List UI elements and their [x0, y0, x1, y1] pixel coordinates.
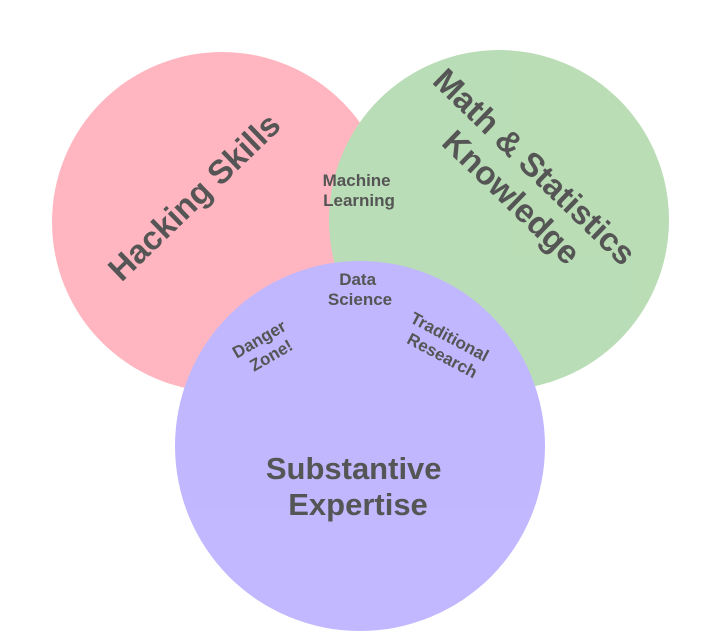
data-science-label-line1: Data — [339, 270, 376, 289]
substantive-expertise-circle — [175, 261, 545, 631]
substantive-expertise-label: Substantive Expertise — [266, 451, 450, 522]
machine-learning-label-line1: Machine — [323, 171, 391, 190]
machine-learning-label-line2: Learning — [323, 191, 395, 210]
substantive-expertise-label-line2: Expertise — [288, 487, 428, 522]
data-science-label-line2: Science — [328, 290, 392, 309]
data-science-label: Data Science — [328, 270, 392, 309]
substantive-expertise-label-line1: Substantive — [266, 451, 442, 486]
machine-learning-label: Machine Learning — [323, 171, 396, 210]
